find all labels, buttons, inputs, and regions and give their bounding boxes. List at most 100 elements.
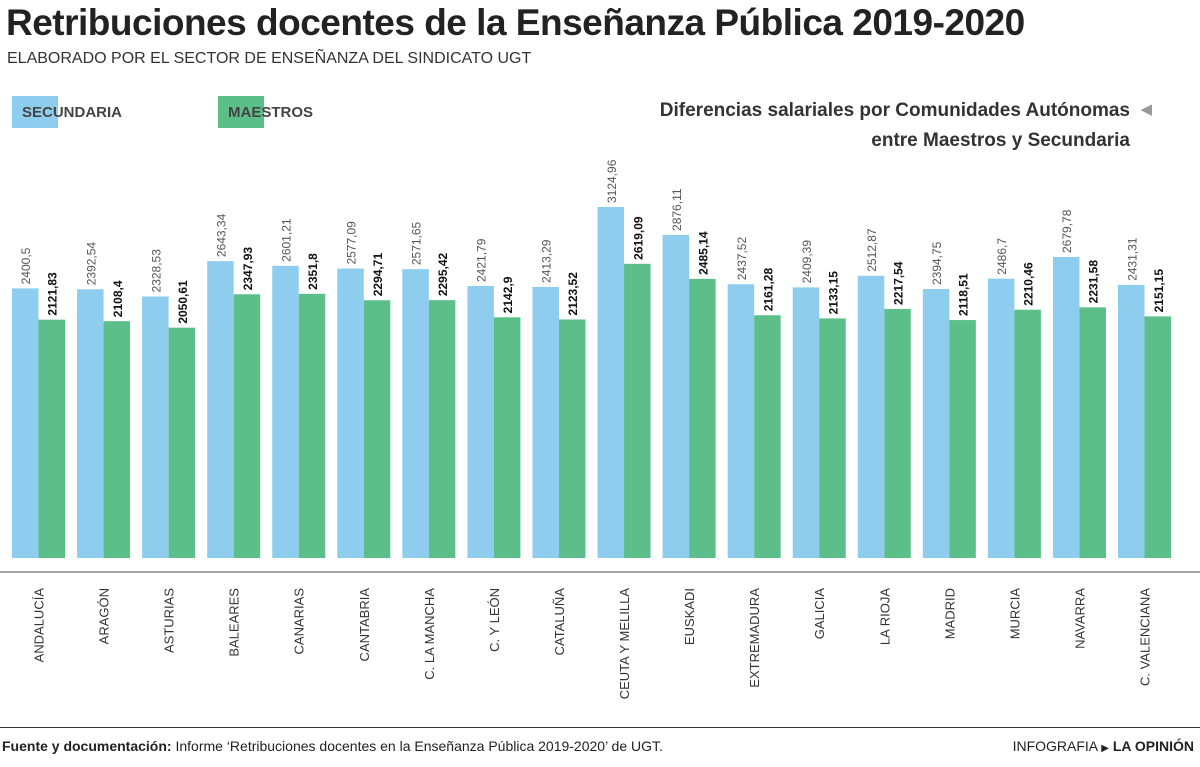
bar-maestros (38, 319, 65, 558)
data-label-secundaria: 2394,75 (930, 241, 944, 285)
data-label-maestros: 2217,54 (892, 261, 906, 305)
credit-brand: LA OPINIÓN (1112, 738, 1194, 754)
bar-secundaria (857, 275, 885, 558)
data-label-secundaria: 2437,52 (735, 237, 749, 281)
data-label-secundaria: 2601,21 (279, 218, 293, 262)
bar-maestros (819, 318, 846, 558)
legend-item-maestros: MAESTROS (218, 96, 313, 128)
bar-secundaria (532, 286, 559, 558)
data-label-maestros: 2295,42 (436, 252, 450, 296)
bar-maestros (884, 308, 911, 558)
data-label-maestros: 2294,71 (371, 253, 385, 297)
data-label-maestros: 2121,83 (46, 272, 60, 316)
data-label-secundaria: 2421,79 (475, 238, 489, 282)
footer-source: Fuente y documentación: Informe ‘Retribu… (2, 738, 663, 754)
data-label-maestros: 2347,93 (241, 247, 255, 291)
category-label: ARAGÓN (97, 588, 112, 644)
data-label-secundaria: 2512,87 (865, 228, 879, 272)
bar-maestros (298, 293, 326, 558)
side-note-line-2: entre Maestros y Secundaria (871, 130, 1130, 151)
data-label-secundaria: 2876,11 (670, 188, 684, 231)
bar-secundaria (402, 269, 429, 558)
data-label-maestros: 2108,4 (111, 280, 125, 317)
legend-item-secundaria: SECUNDARIA (12, 96, 122, 128)
data-label-secundaria: 2643,34 (214, 213, 228, 257)
category-label: NAVARRA (1072, 588, 1087, 649)
category-label: ANDALUCÍA (32, 588, 47, 663)
category-label: CANTABRIA (357, 588, 372, 662)
chart-title: Retribuciones docentes de la Enseñanza P… (6, 2, 1025, 43)
bar-maestros (624, 263, 651, 558)
category-label: GALICIA (812, 588, 827, 640)
data-label-secundaria: 2486,7 (995, 238, 1009, 275)
data-label-secundaria: 2392,54 (84, 242, 98, 286)
legend-label-maestros: MAESTROS (228, 103, 314, 121)
data-label-maestros: 2142,9 (501, 276, 515, 313)
data-label-maestros: 2210,46 (1022, 262, 1036, 306)
data-label-secundaria: 2577,09 (345, 221, 359, 265)
bar-secundaria (337, 268, 364, 558)
credit-label: INFOGRAFIA (1012, 738, 1098, 754)
category-label: MURCIA (1007, 588, 1022, 640)
data-label-maestros: 2231,58 (1087, 260, 1101, 304)
bar-secundaria (662, 234, 690, 558)
data-label-secundaria: 2571,65 (410, 221, 424, 265)
bar-maestros (1144, 316, 1172, 558)
data-label-maestros: 2351,8 (306, 253, 320, 290)
bar-secundaria (272, 265, 299, 558)
bar-maestros (1014, 309, 1041, 558)
bar-secundaria (207, 261, 234, 558)
bar-secundaria (467, 285, 494, 558)
data-label-secundaria: 2413,29 (540, 239, 554, 283)
data-label-maestros: 2133,15 (826, 271, 840, 315)
bar-secundaria (1052, 257, 1080, 558)
bar-secundaria (12, 288, 39, 558)
data-label-secundaria: 2679,78 (1060, 209, 1074, 253)
data-label-secundaria: 2409,39 (800, 240, 814, 284)
bar-maestros (949, 320, 976, 558)
footer-divider (0, 727, 1200, 728)
category-label: EXTREMADURA (747, 588, 762, 688)
category-label: EUSKADI (682, 588, 697, 645)
bar-secundaria (77, 289, 104, 558)
data-label-maestros: 2151,15 (1152, 269, 1166, 313)
bar-secundaria (792, 287, 820, 558)
legend-swatch-maestros (218, 96, 264, 128)
category-label: CEUTA Y MELILLA (617, 588, 632, 700)
source-text: Informe ‘Retribuciones docentes en la En… (175, 738, 663, 754)
category-label: CATALUÑA (552, 588, 567, 656)
bar-maestros (103, 321, 131, 558)
bar-maestros (363, 300, 391, 558)
data-label-maestros: 2161,28 (761, 268, 775, 312)
data-label-secundaria: 3124,96 (605, 159, 619, 203)
bar-maestros (1079, 307, 1106, 558)
bar-maestros (558, 319, 586, 558)
bar-secundaria (1118, 284, 1145, 558)
bar-maestros (754, 315, 781, 558)
chart-subtitle: ELABORADO POR EL SECTOR DE ENSEÑANZA DEL… (7, 50, 532, 67)
category-label: MADRID (942, 588, 957, 639)
bar-secundaria (142, 296, 169, 558)
category-label: BALEARES (227, 588, 242, 657)
category-label: C. LA MANCHA (422, 588, 437, 680)
side-note: Diferencias salariales por Comunidades A… (660, 96, 1130, 156)
data-label-secundaria: 2431,31 (1125, 237, 1139, 281)
data-label-maestros: 2118,51 (957, 273, 971, 316)
data-label-secundaria: 2328,53 (149, 249, 163, 293)
data-label-maestros: 2123,52 (566, 272, 580, 316)
data-label-maestros: 2485,14 (696, 231, 710, 275)
category-label: CANARIAS (292, 588, 307, 655)
triangle-left-icon: ◀ (1140, 101, 1152, 118)
category-label: LA RIOJA (877, 588, 892, 645)
legend-swatch-secundaria (12, 96, 58, 128)
bar-secundaria (727, 284, 755, 558)
data-label-secundaria: 2400,5 (19, 247, 33, 284)
category-label: ASTURIAS (162, 588, 177, 653)
bar-maestros (428, 300, 456, 558)
legend-label-secundaria: SECUNDARIA (22, 103, 123, 121)
bar-secundaria (597, 207, 625, 558)
bar-secundaria (987, 278, 1015, 558)
source-label: Fuente y documentación: (2, 738, 172, 754)
data-label-maestros: 2050,61 (176, 280, 190, 324)
